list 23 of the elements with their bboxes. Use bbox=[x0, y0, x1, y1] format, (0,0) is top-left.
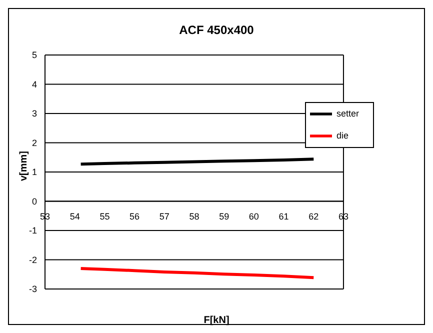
x-tick-label: 62 bbox=[308, 212, 319, 222]
y-tick-label: 0 bbox=[32, 196, 37, 206]
chart-title: ACF 450x400 bbox=[178, 23, 255, 39]
y-tick-label: 5 bbox=[32, 50, 37, 60]
legend-label: setter bbox=[336, 108, 359, 118]
y-tick-label: -2 bbox=[28, 254, 37, 265]
y-tick-label: -1 bbox=[28, 226, 37, 236]
y-tick-label: 3 bbox=[32, 108, 37, 119]
x-tick-label: 56 bbox=[130, 212, 140, 222]
x-tick-label: 55 bbox=[100, 212, 110, 222]
x-tick-label: 57 bbox=[159, 212, 170, 222]
x-tick-label: 61 bbox=[278, 212, 289, 222]
y-tick-label: -3 bbox=[28, 284, 37, 294]
legend-label: die bbox=[336, 130, 348, 140]
line-series bbox=[79, 267, 316, 280]
x-tick-label: 59 bbox=[219, 212, 230, 222]
y-tick-label: 4 bbox=[32, 79, 37, 90]
x-tick-label: 54 bbox=[70, 212, 80, 222]
y-tick-label: 2 bbox=[32, 138, 37, 148]
x-tick-label: 58 bbox=[189, 212, 200, 222]
y-axis-title: v[mm] bbox=[18, 150, 30, 182]
x-tick-label: 60 bbox=[248, 212, 259, 222]
y-tick-label: 1 bbox=[32, 167, 37, 178]
